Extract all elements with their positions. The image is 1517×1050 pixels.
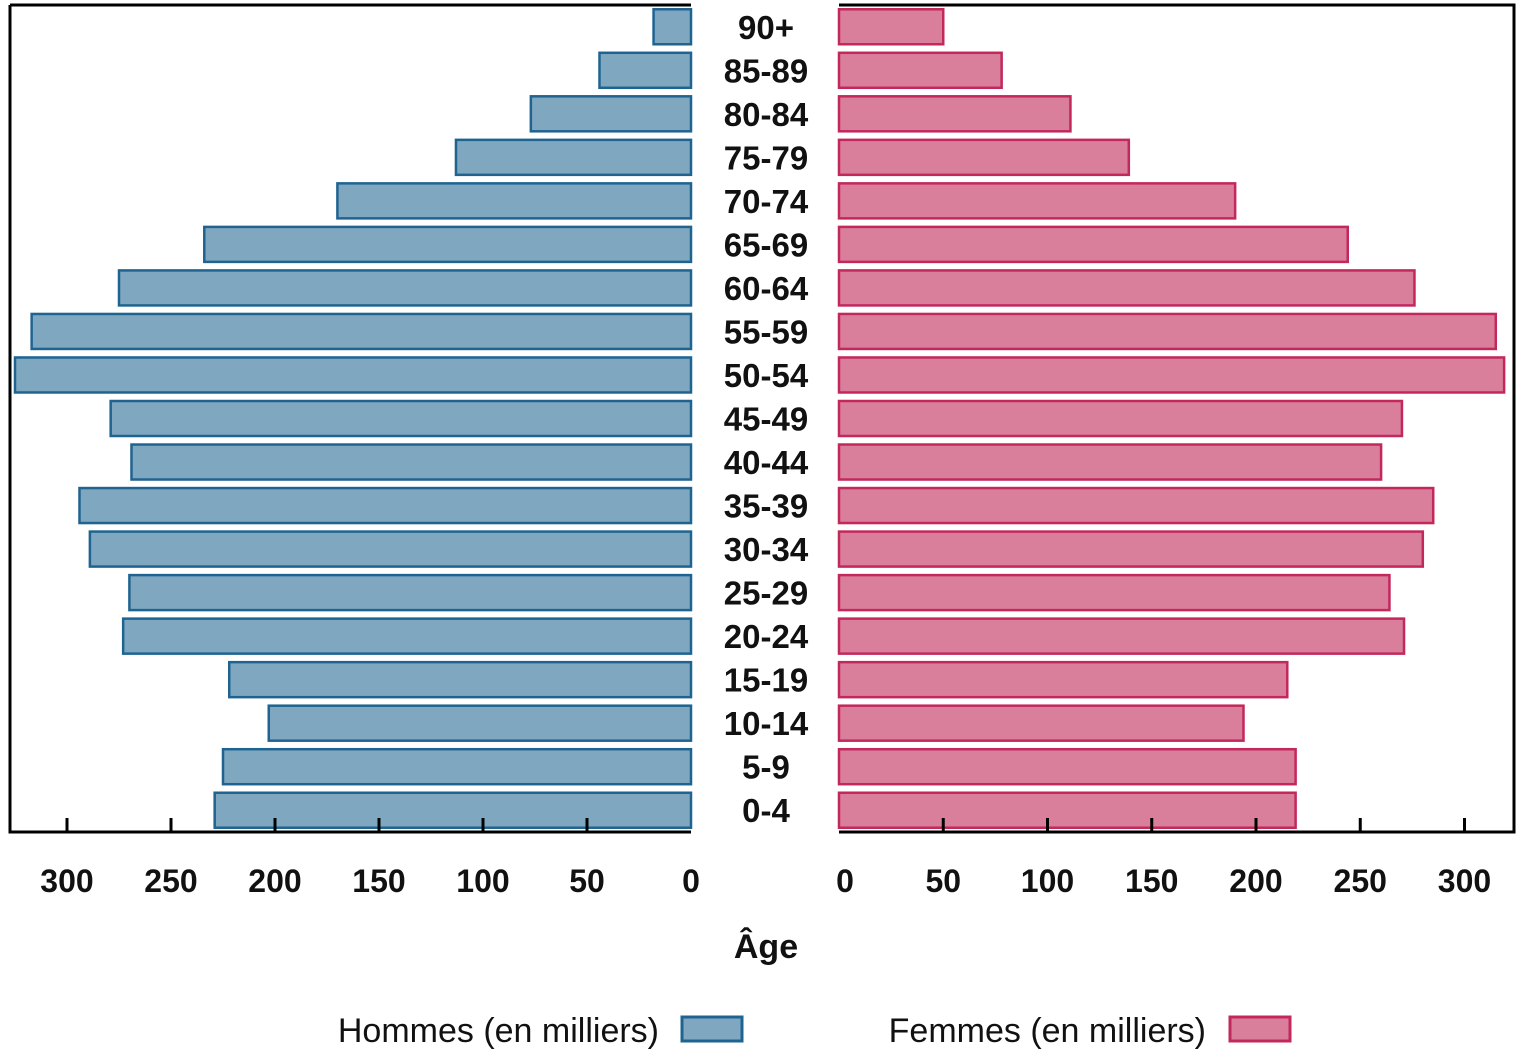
- age-label-5-9: 5-9: [742, 749, 790, 786]
- bar-hommes-15-19: [227, 660, 693, 699]
- tick-label-hommes-0: 0: [682, 863, 700, 899]
- bar-femmes-5-9: [837, 747, 1297, 786]
- tick-label-femmes-100: 100: [1021, 863, 1074, 899]
- hommes-axis-ticks: 0 50 100 150 200 250 300: [40, 818, 700, 899]
- tick-label-femmes-150: 150: [1125, 863, 1178, 899]
- age-label-80-84: 80-84: [724, 96, 809, 133]
- bar-femmes-65-69: [837, 225, 1349, 264]
- age-label-45-49: 45-49: [724, 401, 808, 438]
- tick-label-femmes-300: 300: [1438, 863, 1491, 899]
- bar-femmes-0-4: [837, 791, 1297, 829]
- bar-hommes-35-39: [78, 486, 693, 525]
- bar-femmes-80-84: [837, 95, 1072, 133]
- age-label-90+: 90+: [738, 9, 794, 46]
- tick-label-hommes-150: 150: [352, 863, 405, 899]
- bar-femmes-75-79: [837, 138, 1131, 177]
- bar-hommes-65-69: [203, 225, 693, 264]
- femmes-bars: [837, 8, 1506, 829]
- bar-hommes-30-34: [88, 530, 693, 568]
- legend-femmes-swatch: [1228, 1015, 1292, 1043]
- bar-femmes-70-74: [837, 182, 1237, 220]
- bar-hommes-40-44: [130, 443, 693, 481]
- femmes-axis-ticks: 0 50 100 150 200 250 300: [836, 818, 1491, 899]
- left-panel-frame: [8, 3, 691, 834]
- age-label-55-59: 55-59: [724, 313, 808, 350]
- right-panel-frame: [839, 3, 1516, 834]
- bar-hommes-70-74: [336, 182, 693, 220]
- bar-femmes-25-29: [837, 573, 1391, 612]
- age-label-10-14: 10-14: [724, 705, 809, 742]
- bar-hommes-10-14: [267, 704, 693, 742]
- tick-label-femmes-0: 0: [836, 863, 854, 899]
- bar-femmes-10-14: [837, 704, 1245, 742]
- tick-label-hommes-300: 300: [40, 863, 93, 899]
- bar-hommes-85-89: [598, 51, 693, 90]
- bar-femmes-20-24: [837, 617, 1406, 655]
- tick-label-femmes-50: 50: [925, 863, 961, 899]
- tick-label-hommes-100: 100: [456, 863, 509, 899]
- bar-hommes-50-54: [13, 356, 693, 394]
- age-label-15-19: 15-19: [724, 662, 808, 699]
- bar-hommes-90+: [652, 8, 693, 46]
- age-label-0-4: 0-4: [742, 792, 790, 829]
- tick-label-hommes-50: 50: [569, 863, 605, 899]
- tick-label-femmes-200: 200: [1229, 863, 1282, 899]
- bar-femmes-40-44: [837, 443, 1383, 481]
- bar-femmes-60-64: [837, 269, 1416, 307]
- x-axis-title: Âge: [734, 928, 798, 966]
- legend-hommes-swatch: [680, 1015, 744, 1043]
- age-label-40-44: 40-44: [724, 444, 809, 481]
- bar-hommes-55-59: [30, 312, 693, 351]
- age-label-30-34: 30-34: [724, 531, 809, 568]
- age-label-75-79: 75-79: [724, 139, 808, 176]
- age-label-25-29: 25-29: [724, 575, 808, 612]
- legend-femmes-label: Femmes (en milliers): [889, 1012, 1206, 1050]
- age-label-50-54: 50-54: [724, 357, 809, 394]
- age-label-35-39: 35-39: [724, 488, 808, 525]
- tick-label-hommes-250: 250: [144, 863, 197, 899]
- age-label-20-24: 20-24: [724, 618, 809, 655]
- bar-femmes-50-54: [837, 356, 1506, 394]
- bar-hommes-75-79: [454, 138, 693, 177]
- age-label-60-64: 60-64: [724, 270, 809, 307]
- age-label-65-69: 65-69: [724, 226, 808, 263]
- bar-femmes-85-89: [837, 51, 1003, 90]
- bar-hommes-60-64: [117, 269, 693, 307]
- legend-hommes-label: Hommes (en milliers): [338, 1012, 659, 1050]
- hommes-bars: [13, 8, 693, 829]
- bar-hommes-80-84: [529, 95, 693, 133]
- bar-femmes-45-49: [837, 399, 1404, 438]
- age-labels: 0-4 5-9 10-14 15-19 20-24 25-29 30-34 35-39 40-4…: [724, 9, 809, 829]
- bar-hommes-5-9: [221, 747, 693, 786]
- legend: Hommes (en milliers) Femmes (en milliers…: [338, 1012, 1292, 1050]
- bar-femmes-15-19: [837, 660, 1289, 699]
- tick-label-femmes-250: 250: [1334, 863, 1387, 899]
- tick-label-hommes-200: 200: [248, 863, 301, 899]
- age-label-70-74: 70-74: [724, 183, 809, 220]
- plot-frame: [8, 3, 1516, 834]
- bar-hommes-45-49: [109, 399, 693, 438]
- bar-femmes-90+: [837, 8, 945, 46]
- bar-femmes-30-34: [837, 530, 1425, 568]
- bar-hommes-0-4: [213, 791, 693, 829]
- bar-hommes-20-24: [121, 617, 693, 655]
- age-label-85-89: 85-89: [724, 52, 808, 89]
- bar-femmes-55-59: [837, 312, 1498, 351]
- bar-femmes-35-39: [837, 486, 1435, 525]
- bar-hommes-25-29: [128, 573, 693, 612]
